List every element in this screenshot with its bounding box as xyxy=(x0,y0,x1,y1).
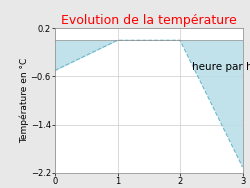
Y-axis label: Température en °C: Température en °C xyxy=(20,58,29,143)
Text: heure par heure: heure par heure xyxy=(192,62,250,72)
Title: Evolution de la température: Evolution de la température xyxy=(61,14,236,27)
